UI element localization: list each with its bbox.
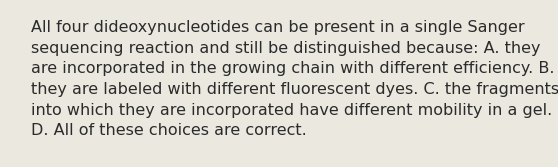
Text: All four dideoxynucleotides can be present in a single Sanger
sequencing reactio: All four dideoxynucleotides can be prese… — [31, 20, 558, 138]
